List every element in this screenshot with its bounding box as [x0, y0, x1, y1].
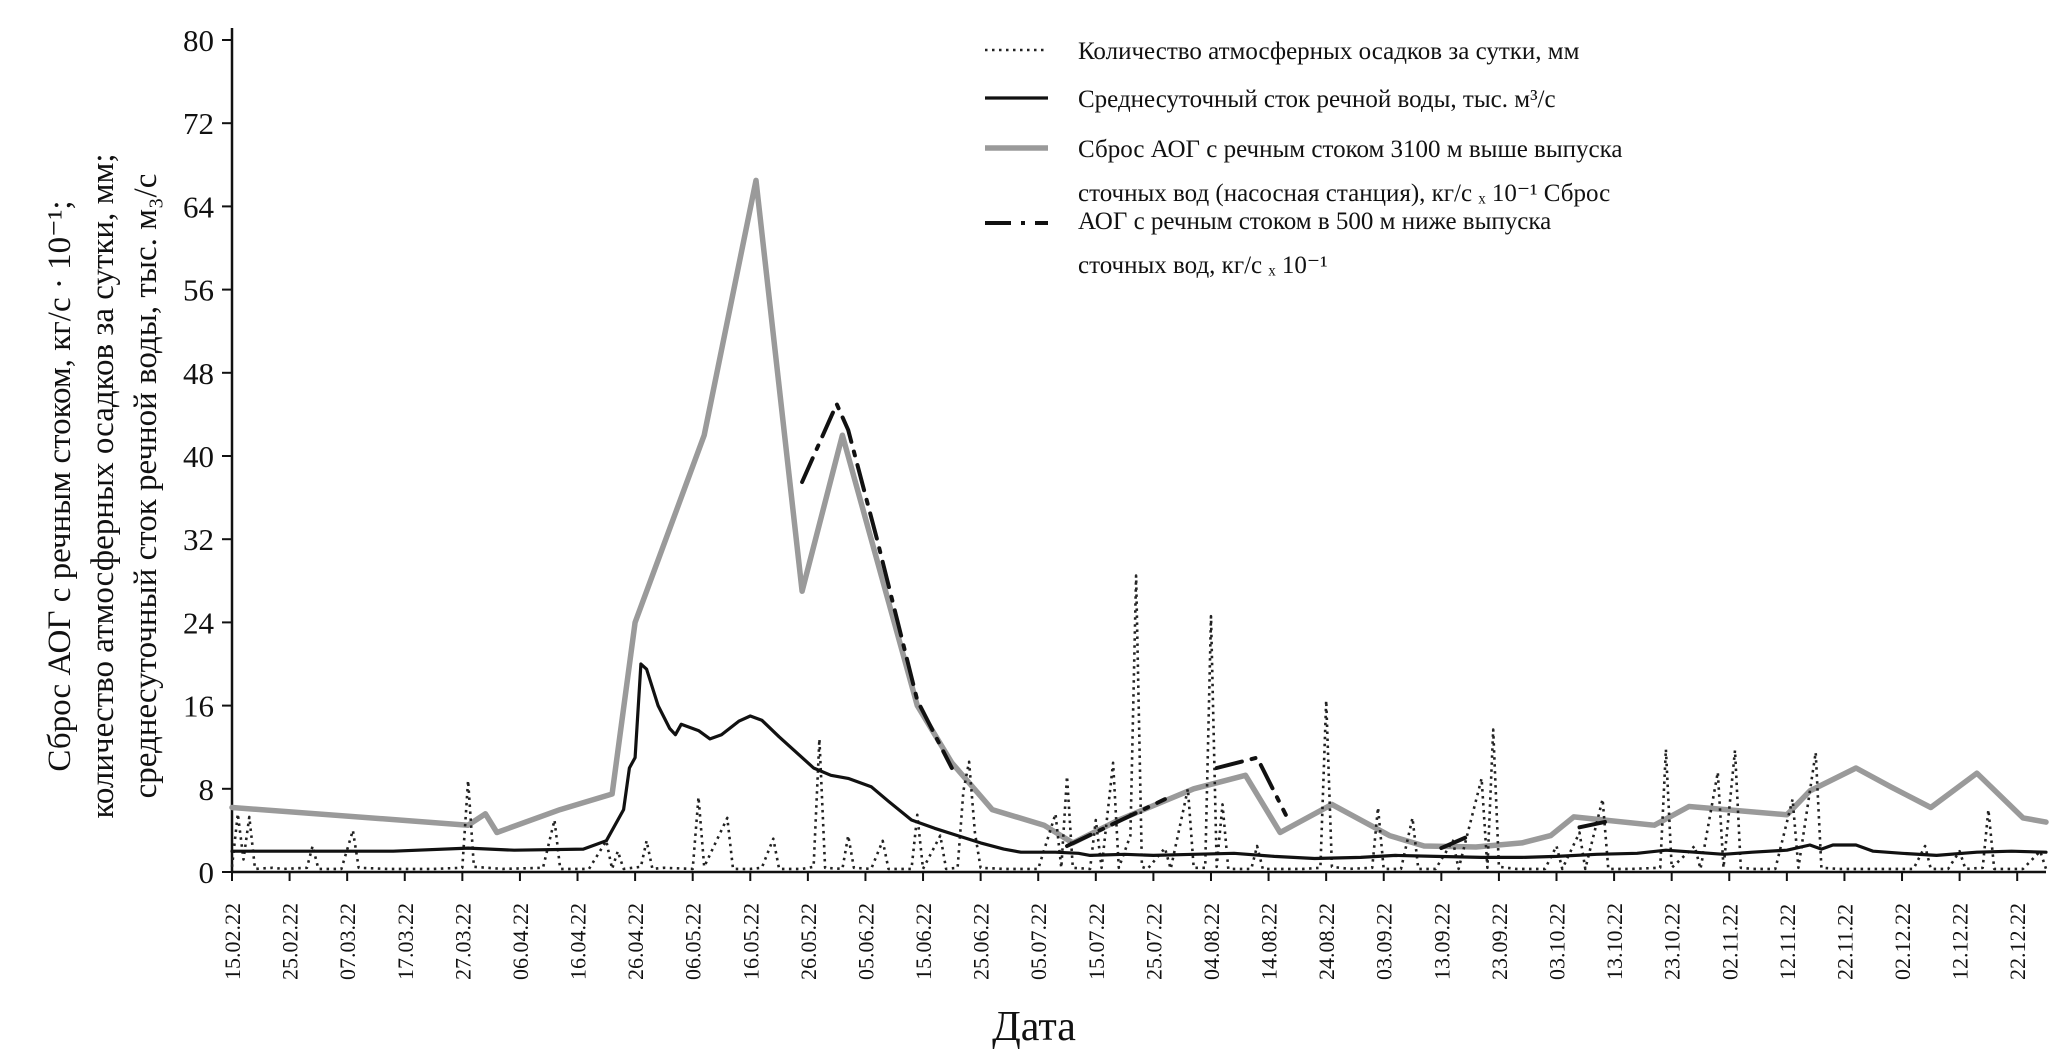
downstream-series-line: [1214, 755, 1288, 817]
x-tick-label: 23.10.22: [1660, 903, 1685, 980]
x-tick-label: 27.03.22: [450, 903, 475, 980]
legend: Количество атмосферных осадков за сутки,…: [985, 38, 1623, 279]
x-tick-label: 16.05.22: [738, 903, 763, 980]
x-tick-label: 06.04.22: [508, 903, 533, 980]
downstream-series-line: [1065, 797, 1167, 848]
flow-series-line: [230, 662, 2048, 861]
x-tick-label: 02.12.22: [1890, 903, 1915, 980]
axes: [230, 28, 2046, 874]
y-tick-label: 24: [183, 605, 215, 640]
x-tick-label: 25.07.22: [1141, 903, 1166, 980]
y-tick-label: 16: [183, 689, 214, 724]
x-tick-label: 06.05.22: [681, 903, 706, 980]
x-tick-label: 13.09.22: [1429, 903, 1454, 980]
x-tick-label: 12.12.22: [1948, 903, 1973, 980]
x-tick-label: 03.10.22: [1545, 903, 1570, 980]
downstream-legend-label: АОГ с речным стоком в 500 м ниже выпуска: [1078, 208, 1551, 235]
x-tick-label: 24.08.22: [1314, 903, 1339, 980]
x-tick-label: 22.12.22: [2005, 903, 2030, 980]
plot-area: [229, 177, 2049, 871]
x-tick-label: 14.08.22: [1257, 903, 1282, 980]
downstream-series-line: [1439, 833, 1473, 851]
x-ticks: 15.02.22 25.02.22 07.03.22 17.03.22 27.03.22…: [220, 872, 2030, 980]
x-tick-label: 03.09.22: [1372, 903, 1397, 980]
flow-legend-label: Среднесуточный сток речной воды, тыс. м³…: [1078, 86, 1556, 113]
x-tick-label: 17.03.22: [393, 903, 418, 980]
y-axis-title-line: Сброс АОГ с речным стоком, кг/с · 10⁻¹;: [42, 200, 78, 771]
y-tick-label: 8: [199, 772, 215, 807]
upstream-series-line: [229, 177, 2049, 850]
x-tick-label: 13.10.22: [1602, 903, 1627, 980]
y-tick-label: 48: [183, 356, 214, 391]
downstream-series-line: [800, 402, 954, 770]
downstream-series-line: [1577, 818, 1617, 830]
x-tick-label: 22.11.22: [1832, 904, 1857, 980]
y-tick-label: 32: [183, 522, 214, 557]
upstream-legend-label: Сброс АОГ с речным стоком 3100 м выше вы…: [1078, 136, 1623, 163]
y-tick-label: 80: [183, 23, 214, 58]
x-tick-label: 26.05.22: [796, 903, 821, 980]
y-tick-label: 56: [183, 273, 214, 308]
y-tick-label: 40: [183, 439, 214, 474]
y-ticks: 0 8 16 24 32 40 48 56 64 72 80: [183, 23, 232, 890]
x-tick-label: 05.07.22: [1026, 903, 1051, 980]
x-tick-label: 05.06.22: [853, 903, 878, 980]
y-tick-label: 64: [183, 189, 215, 224]
y-tick-label: 72: [183, 106, 214, 141]
x-tick-label: 25.06.22: [969, 903, 994, 980]
downstream-legend-label: сточных вод, кг/с ₓ 10⁻¹: [1078, 252, 1328, 279]
x-tick-label: 25.02.22: [278, 903, 303, 980]
y-axis-title-line: количество атмосферных осадков за сутки,…: [85, 153, 121, 818]
x-tick-label: 15.02.22: [220, 903, 245, 980]
x-tick-label: 15.07.22: [1084, 903, 1109, 980]
precip-series-line: [230, 574, 2048, 871]
x-tick-label: 04.08.22: [1199, 903, 1224, 980]
y-axis-title: Сброс АОГ с речным стоком, кг/с · 10⁻¹; к…: [42, 153, 164, 818]
y-tick-label: 0: [199, 855, 215, 890]
x-tick-label: 07.03.22: [335, 903, 360, 980]
upstream-legend-label: сточных вод (насосная станция), кг/с ₓ 1…: [1078, 180, 1610, 207]
precip-legend-label: Количество атмосферных осадков за сутки,…: [1078, 38, 1580, 65]
x-tick-label: 12.11.22: [1775, 904, 1800, 980]
x-tick-label: 02.11.22: [1717, 904, 1742, 980]
x-axis-title: Дата: [992, 1004, 1076, 1050]
x-tick-label: 16.04.22: [566, 903, 591, 980]
y-axis-title-line: среднесуточный сток речной воды, тыс. м₃…: [128, 174, 164, 799]
x-tick-label: 23.09.22: [1487, 903, 1512, 980]
x-tick-label: 15.06.22: [911, 903, 936, 980]
x-tick-label: 26.04.22: [623, 903, 648, 980]
